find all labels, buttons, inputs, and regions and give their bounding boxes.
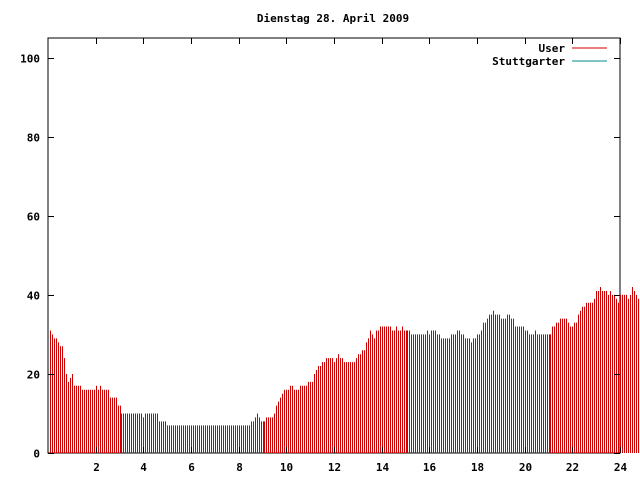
x-tick-label: 8: [236, 461, 243, 474]
y-tick-label: 20: [27, 369, 40, 382]
legend-label-user: User: [539, 42, 566, 55]
y-tick-label: 60: [27, 211, 40, 224]
x-tick-label: 4: [140, 461, 147, 474]
x-tick-label: 10: [280, 461, 293, 474]
x-tick-label: 6: [188, 461, 195, 474]
x-tick-label: 16: [423, 461, 437, 474]
x-tick-label: 14: [376, 461, 390, 474]
chart-title: Dienstag 28. April 2009: [257, 12, 409, 25]
x-tick-label: 20: [519, 461, 532, 474]
x-tick-label: 12: [328, 461, 341, 474]
legend: User Stuttgarter: [492, 42, 607, 68]
y-tick-label: 40: [27, 290, 40, 303]
y-axis: 0 20 40 60 80 100: [20, 53, 620, 461]
y-tick-label: 100: [20, 53, 40, 66]
x-tick-label: 18: [471, 461, 484, 474]
x-tick-label: 22: [566, 461, 579, 474]
user-bars: [50, 287, 639, 453]
y-tick-label: 80: [27, 132, 40, 145]
x-tick-label: 2: [93, 461, 100, 474]
y-tick-label: 0: [33, 448, 40, 461]
x-axis: 2 4 6 8 10 12 14 16 18 20 22 24: [93, 38, 627, 474]
x-tick-label: 24: [614, 461, 628, 474]
legend-label-stuttgarter: Stuttgarter: [492, 55, 565, 68]
